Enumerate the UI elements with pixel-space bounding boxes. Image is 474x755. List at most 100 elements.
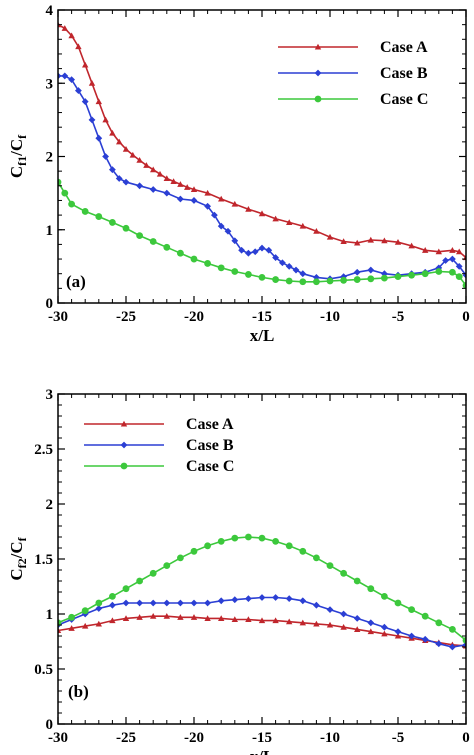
legend-item-case-b: Case B: [278, 65, 428, 82]
data-point: [109, 593, 116, 600]
data-point: [190, 197, 198, 204]
data-point: [68, 200, 75, 208]
data-point: [299, 619, 306, 626]
y-axis-label-part: C: [7, 139, 26, 151]
data-point: [149, 186, 157, 193]
y-tick-label: 4: [46, 3, 54, 19]
data-point: [163, 243, 171, 251]
data-point: [313, 278, 320, 286]
data-point: [421, 270, 429, 278]
x-axis-label: x/L: [250, 747, 275, 755]
y-axis-label: Cf2/Cf: [7, 536, 29, 580]
data-point: [224, 227, 232, 235]
data-point: [95, 599, 103, 607]
data-point: [456, 248, 463, 255]
data-point: [354, 626, 361, 632]
data-point: [95, 98, 102, 105]
panel-label: (a): [66, 272, 86, 291]
data-point: [81, 98, 89, 105]
data-point: [163, 189, 171, 197]
data-point: [58, 72, 62, 80]
chart-panel-a: -30 -25 -20 -15 -10 -5 001234x/LCf1/Cf(a)Case …: [7, 3, 470, 345]
data-point: [449, 255, 456, 263]
data-point: [367, 585, 375, 593]
data-point: [149, 599, 157, 607]
data-point: [313, 554, 320, 562]
data-point: [122, 224, 130, 232]
data-point: [68, 76, 75, 83]
data-point: [150, 166, 157, 173]
data-point: [258, 210, 266, 217]
y-axis-label-part: f: [15, 536, 29, 541]
data-point: [75, 43, 82, 50]
x-tick-label: -10: [320, 309, 340, 325]
x-tick-label: 0: [462, 730, 470, 746]
data-point: [340, 569, 347, 577]
data-point: [109, 129, 116, 136]
data-point: [88, 116, 96, 124]
data-point: [245, 616, 252, 623]
data-point: [340, 610, 347, 618]
y-axis-label-part: f1: [15, 156, 29, 166]
legend-marker: [314, 69, 322, 77]
data-point: [122, 585, 130, 593]
x-tick-label: -5: [392, 309, 405, 325]
legend-item-case-a: Case A: [84, 416, 234, 433]
data-point: [217, 538, 225, 545]
data-point: [462, 637, 466, 644]
chart-panel-b: -30-25-20-15-10-5000.511.522.53x/LCf2/Cf…: [7, 387, 470, 755]
y-axis-label-part: /: [7, 151, 26, 157]
data-point: [245, 595, 252, 602]
data-point: [258, 594, 266, 601]
data-point: [299, 222, 306, 229]
data-point: [279, 259, 286, 267]
data-point: [116, 138, 123, 145]
legend: Case A Case B Case C: [278, 39, 428, 108]
data-point: [340, 624, 347, 630]
data-point: [136, 156, 143, 163]
data-point: [394, 273, 402, 281]
y-tick-label: 1.5: [34, 552, 53, 568]
data-point: [408, 242, 415, 249]
data-point: [231, 534, 239, 542]
y-tick-label: 1: [46, 607, 54, 623]
legend-marker: [120, 441, 128, 449]
legend-marker: [314, 43, 322, 50]
data-point: [272, 215, 279, 222]
y-tick-label: 1: [46, 223, 54, 239]
data-point: [251, 248, 259, 256]
legend-label: Case C: [380, 91, 428, 108]
data-point: [272, 594, 279, 601]
data-point: [299, 547, 307, 555]
x-tick-label: -30: [48, 309, 68, 325]
legend-label: Case B: [380, 65, 428, 82]
data-point: [292, 266, 300, 274]
data-point: [218, 195, 225, 202]
data-point: [381, 630, 388, 637]
data-point: [272, 254, 279, 261]
data-point: [394, 239, 402, 245]
data-point: [449, 268, 456, 276]
y-tick-label: 0: [46, 717, 54, 733]
legend-marker: [120, 462, 128, 470]
data-point: [299, 597, 307, 605]
data-point: [435, 619, 443, 627]
x-tick-label: -15: [252, 309, 272, 325]
y-axis-label-part: C: [7, 568, 26, 580]
y-axis-label: Cf1/Cf: [7, 134, 29, 178]
x-tick-label: -15: [252, 730, 272, 746]
data-point: [421, 612, 429, 620]
data-point: [190, 186, 198, 193]
data-point: [109, 219, 116, 226]
series-case-c: [58, 533, 466, 644]
data-point: [353, 577, 361, 585]
data-point: [204, 615, 211, 621]
y-tick-label: 2.5: [34, 442, 53, 458]
x-tick-label: -20: [184, 309, 204, 325]
data-point: [421, 635, 429, 643]
y-tick-label: 0: [46, 296, 54, 312]
data-point: [204, 599, 211, 607]
data-point: [394, 628, 402, 635]
legend-item-case-b: Case B: [84, 437, 234, 454]
data-point: [136, 614, 143, 620]
